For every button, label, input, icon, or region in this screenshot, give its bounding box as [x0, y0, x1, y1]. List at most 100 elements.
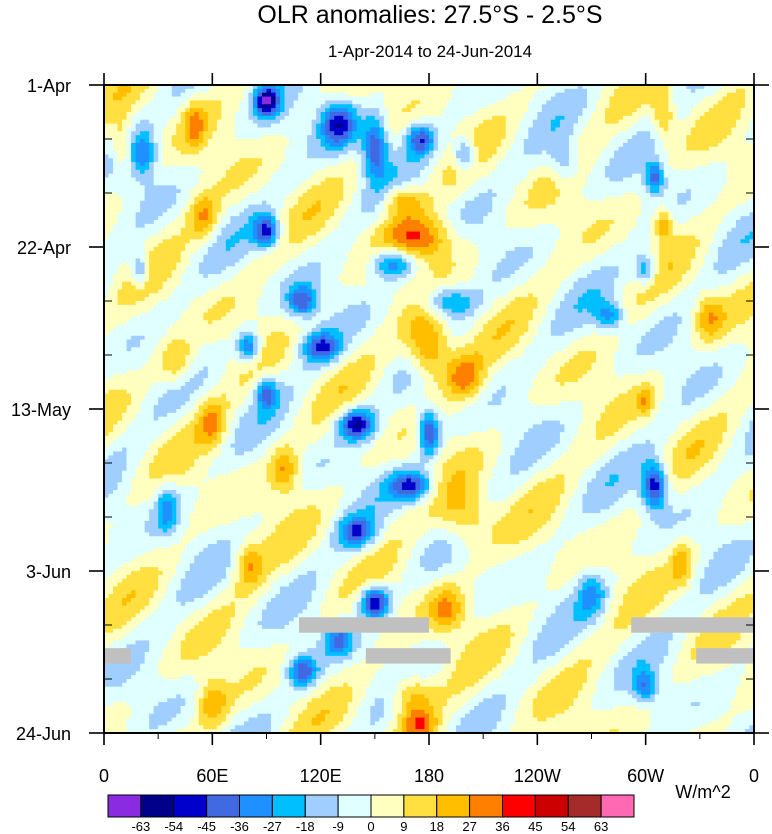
- heatmap-cell: [294, 93, 299, 97]
- heatmap-cell: [118, 97, 123, 101]
- heatmap-cell: [650, 116, 655, 120]
- heatmap-cell: [140, 120, 145, 124]
- heatmap-cell: [542, 108, 547, 112]
- heatmap-cell: [456, 89, 461, 93]
- heatmap-cell: [709, 89, 714, 93]
- heatmap-cell: [244, 100, 249, 104]
- heatmap-cell: [307, 108, 312, 112]
- heatmap-cell: [109, 112, 114, 116]
- heatmap-cell: [185, 120, 190, 124]
- heatmap-cell: [745, 112, 750, 116]
- heatmap-cell: [361, 89, 366, 93]
- heatmap-cell: [294, 112, 299, 116]
- heatmap-cell: [587, 97, 592, 101]
- heatmap-cell: [713, 97, 718, 101]
- heatmap-cell: [303, 108, 308, 112]
- heatmap-cell: [212, 104, 217, 108]
- heatmap-cell: [257, 112, 262, 116]
- heatmap-cell: [546, 116, 551, 120]
- heatmap-cell: [122, 93, 127, 97]
- heatmap-cell: [244, 104, 249, 108]
- heatmap-cell: [470, 100, 475, 104]
- heatmap-cell: [235, 97, 240, 101]
- heatmap-cell: [515, 93, 520, 97]
- heatmap-cell: [452, 116, 457, 120]
- heatmap-cell: [596, 112, 601, 116]
- heatmap-cell: [109, 104, 114, 108]
- heatmap-cell: [497, 112, 502, 116]
- heatmap-cell: [163, 100, 168, 104]
- heatmap-cell: [655, 108, 660, 112]
- heatmap-cell: [434, 108, 439, 112]
- heatmap-cell: [677, 112, 682, 116]
- heatmap-cell: [691, 112, 696, 116]
- heatmap-cell: [519, 112, 524, 116]
- heatmap-cell: [456, 93, 461, 97]
- heatmap-cell: [646, 116, 651, 120]
- heatmap-cell: [686, 108, 691, 112]
- heatmap-cell: [113, 120, 118, 124]
- heatmap-cell: [637, 97, 642, 101]
- heatmap-cell: [411, 112, 416, 116]
- olr-hovmoller-chart: OLR anomalies: 27.5°S - 2.5°S 1-Apr-2014…: [0, 0, 772, 834]
- heatmap-cell: [393, 108, 398, 112]
- heatmap-cell: [343, 100, 348, 104]
- heatmap-cell: [569, 108, 574, 112]
- heatmap-cell: [325, 100, 330, 104]
- heatmap-cell: [727, 93, 732, 97]
- heatmap-cell: [158, 120, 163, 124]
- heatmap-cell: [533, 104, 538, 108]
- heatmap-cell: [366, 93, 371, 97]
- heatmap-cell: [384, 104, 389, 108]
- heatmap-cell: [226, 93, 231, 97]
- heatmap-cell: [217, 89, 222, 93]
- heatmap-cell: [537, 100, 542, 104]
- heatmap-cell: [424, 97, 429, 101]
- heatmap-cell: [221, 93, 226, 97]
- heatmap-cell: [569, 100, 574, 104]
- heatmap-cell: [316, 89, 321, 93]
- heatmap-cell: [406, 104, 411, 108]
- heatmap-cell: [348, 97, 353, 101]
- heatmap-cell: [397, 108, 402, 112]
- heatmap-cell: [163, 89, 168, 93]
- heatmap-cell: [551, 100, 556, 104]
- heatmap-cell: [704, 112, 709, 116]
- heatmap-cell: [551, 108, 556, 112]
- heatmap-cell: [673, 100, 678, 104]
- heatmap-cell: [641, 89, 646, 93]
- heatmap-cell: [226, 104, 231, 108]
- heatmap-cell: [303, 116, 308, 120]
- heatmap-cell: [352, 108, 357, 112]
- heatmap-cell: [731, 89, 736, 93]
- heatmap-cell: [736, 93, 741, 97]
- heatmap-cell: [312, 108, 317, 112]
- heatmap-cell: [424, 116, 429, 120]
- heatmap-cell: [379, 93, 384, 97]
- heatmap-cell: [434, 89, 439, 93]
- heatmap-cell: [614, 97, 619, 101]
- heatmap-cell: [384, 108, 389, 112]
- heatmap-cell: [596, 104, 601, 108]
- heatmap-cell: [199, 100, 204, 104]
- heatmap-cell: [366, 100, 371, 104]
- heatmap-cell: [533, 108, 538, 112]
- heatmap-cell: [185, 112, 190, 116]
- heatmap-cell: [366, 108, 371, 112]
- heatmap-cell: [560, 108, 565, 112]
- heatmap-cell: [203, 97, 208, 101]
- heatmap-cell: [307, 89, 312, 93]
- heatmap-cell: [465, 97, 470, 101]
- heatmap-cell: [727, 108, 732, 112]
- heatmap-cell: [546, 100, 551, 104]
- heatmap-cell: [704, 97, 709, 101]
- heatmap-cell: [325, 120, 330, 124]
- heatmap-cell: [388, 116, 393, 120]
- heatmap-cell: [131, 120, 136, 124]
- heatmap-cell: [506, 112, 511, 116]
- heatmap-cell: [465, 93, 470, 97]
- heatmap-cell: [339, 116, 344, 120]
- heatmap-cell: [497, 104, 502, 108]
- heatmap-cell: [348, 93, 353, 97]
- heatmap-cell: [420, 100, 425, 104]
